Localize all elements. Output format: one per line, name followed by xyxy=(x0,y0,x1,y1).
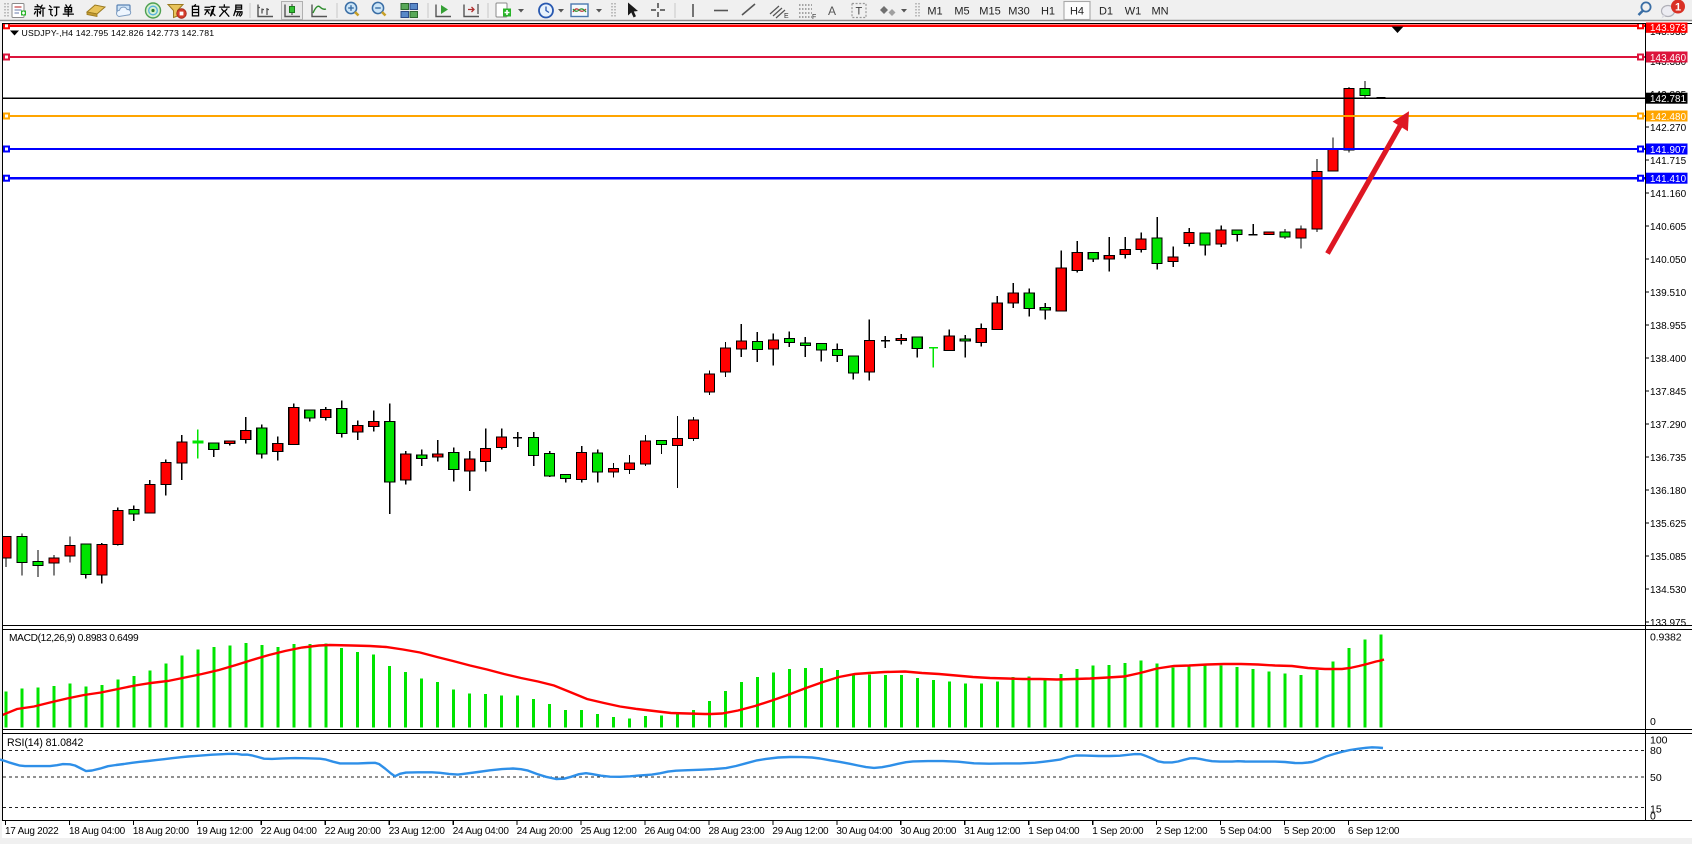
svg-text:6 Sep 12:00: 6 Sep 12:00 xyxy=(1348,826,1400,837)
svg-text:143.460: 143.460 xyxy=(1650,53,1687,64)
svg-text:136.735: 136.735 xyxy=(1650,453,1687,464)
svg-text:2 Sep 12:00: 2 Sep 12:00 xyxy=(1156,826,1208,837)
svg-text:19 Aug 12:00: 19 Aug 12:00 xyxy=(197,826,254,837)
svg-text:143.973: 143.973 xyxy=(1650,23,1687,34)
svg-text:A: A xyxy=(828,4,836,18)
svg-text:M30: M30 xyxy=(1008,6,1029,18)
svg-text:138.400: 138.400 xyxy=(1650,354,1687,365)
svg-text:137.845: 137.845 xyxy=(1650,387,1687,398)
svg-text:133.975: 133.975 xyxy=(1650,618,1687,629)
svg-text:F: F xyxy=(812,14,816,21)
svg-text:18 Aug 20:00: 18 Aug 20:00 xyxy=(133,826,190,837)
svg-text:H4: H4 xyxy=(1070,6,1084,18)
svg-text:M15: M15 xyxy=(979,6,1000,18)
svg-text:139.510: 139.510 xyxy=(1650,288,1687,299)
svg-text:137.290: 137.290 xyxy=(1650,420,1687,431)
svg-text:22 Aug 20:00: 22 Aug 20:00 xyxy=(325,826,382,837)
svg-text:MN: MN xyxy=(1151,6,1168,18)
svg-text:M5: M5 xyxy=(954,6,969,18)
svg-text:5 Sep 04:00: 5 Sep 04:00 xyxy=(1220,826,1272,837)
svg-text:25 Aug 12:00: 25 Aug 12:00 xyxy=(581,826,638,837)
svg-text:29 Aug 12:00: 29 Aug 12:00 xyxy=(772,826,829,837)
svg-text:H1: H1 xyxy=(1041,6,1055,18)
svg-text:141.907: 141.907 xyxy=(1650,145,1686,156)
svg-text:140.605: 140.605 xyxy=(1650,222,1687,233)
svg-text:USDJPY-,H4 142.795 142.826 14: USDJPY-,H4 142.795 142.826 142.773 142.7… xyxy=(22,28,215,38)
svg-text:1: 1 xyxy=(1675,2,1681,14)
svg-text:24 Aug 04:00: 24 Aug 04:00 xyxy=(453,826,510,837)
svg-text:28 Aug 23:00: 28 Aug 23:00 xyxy=(709,826,766,837)
svg-text:142.480: 142.480 xyxy=(1650,112,1687,123)
svg-text:141.715: 141.715 xyxy=(1650,156,1687,167)
svg-text:30 Aug 20:00: 30 Aug 20:00 xyxy=(900,826,957,837)
svg-text:24 Aug 20:00: 24 Aug 20:00 xyxy=(517,826,574,837)
svg-text:138.955: 138.955 xyxy=(1650,321,1687,332)
svg-text:142.781: 142.781 xyxy=(1650,94,1686,105)
svg-text:M1: M1 xyxy=(927,6,942,18)
svg-text:26 Aug 04:00: 26 Aug 04:00 xyxy=(645,826,702,837)
svg-text:141.410: 141.410 xyxy=(1650,174,1687,185)
svg-text:5 Sep 20:00: 5 Sep 20:00 xyxy=(1284,826,1336,837)
svg-text:100: 100 xyxy=(1650,735,1668,747)
svg-text:18 Aug 04:00: 18 Aug 04:00 xyxy=(69,826,126,837)
svg-text:50: 50 xyxy=(1650,772,1662,784)
svg-text:RSI(14) 81.0842: RSI(14) 81.0842 xyxy=(7,737,83,749)
svg-text:142.270: 142.270 xyxy=(1650,123,1687,134)
svg-text:80: 80 xyxy=(1650,745,1662,757)
svg-text:0: 0 xyxy=(1650,716,1656,728)
svg-text:135.085: 135.085 xyxy=(1650,552,1687,563)
svg-text:141.160: 141.160 xyxy=(1650,189,1687,200)
svg-text:23 Aug 12:00: 23 Aug 12:00 xyxy=(389,826,446,837)
svg-text:0.9382: 0.9382 xyxy=(1650,632,1682,644)
svg-text:135.625: 135.625 xyxy=(1650,519,1687,530)
svg-text:22 Aug 04:00: 22 Aug 04:00 xyxy=(261,826,318,837)
svg-text:1 Sep 20:00: 1 Sep 20:00 xyxy=(1092,826,1144,837)
svg-text:31 Aug 12:00: 31 Aug 12:00 xyxy=(964,826,1021,837)
svg-text:30 Aug 04:00: 30 Aug 04:00 xyxy=(836,826,893,837)
svg-text:15: 15 xyxy=(1650,804,1662,816)
svg-text:140.050: 140.050 xyxy=(1650,255,1687,266)
svg-text:D1: D1 xyxy=(1099,6,1113,18)
svg-text:134.530: 134.530 xyxy=(1650,585,1687,596)
svg-text:1 Sep 04:00: 1 Sep 04:00 xyxy=(1028,826,1080,837)
svg-text:MACD(12,26,9) 0.8983 0.6499: MACD(12,26,9) 0.8983 0.6499 xyxy=(9,633,139,644)
svg-text:T: T xyxy=(856,6,863,18)
svg-text:E: E xyxy=(784,13,789,20)
svg-text:136.180: 136.180 xyxy=(1650,486,1687,497)
svg-text:W1: W1 xyxy=(1125,6,1142,18)
svg-text:0: 0 xyxy=(1650,811,1656,823)
svg-text:17 Aug 2022: 17 Aug 2022 xyxy=(5,826,59,837)
